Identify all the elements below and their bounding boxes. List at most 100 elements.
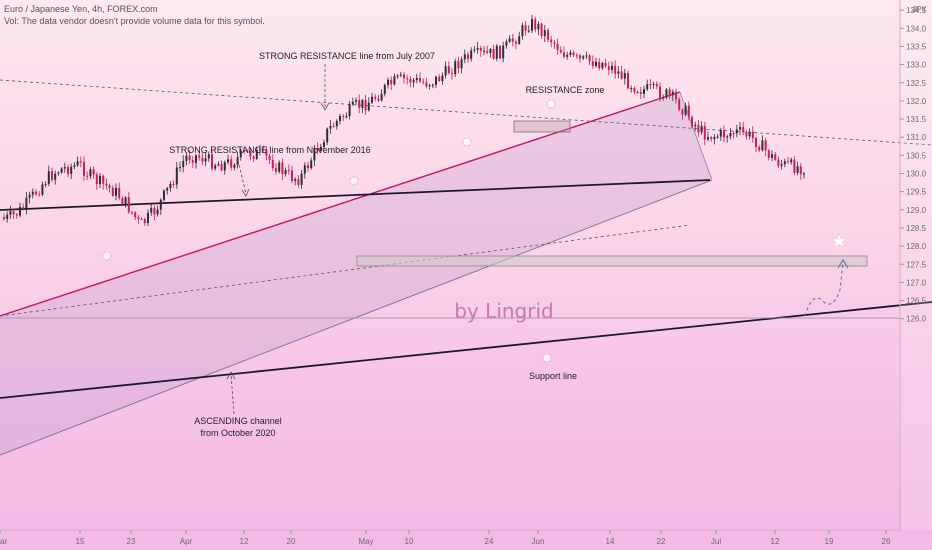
candle-body bbox=[764, 140, 767, 151]
time-tick-label: 12 bbox=[240, 537, 249, 546]
candle-body bbox=[412, 80, 415, 83]
candle-body bbox=[377, 98, 380, 101]
candle-body bbox=[499, 45, 501, 59]
candle-body bbox=[342, 116, 345, 118]
candle-body bbox=[550, 39, 553, 43]
time-tick-label: 26 bbox=[882, 537, 891, 546]
candle-body bbox=[476, 47, 479, 50]
chart-legend: Euro / Japanese Yen, 4h, FOREX.com Vol: … bbox=[4, 3, 265, 27]
time-tick-label: Apr bbox=[180, 537, 193, 546]
candle-body bbox=[252, 156, 255, 159]
candle-body bbox=[246, 150, 249, 152]
candle-body bbox=[63, 167, 66, 169]
candle-body bbox=[239, 150, 242, 158]
price-tick-label: 129.5 bbox=[906, 188, 927, 197]
time-tick-label: 24 bbox=[485, 537, 494, 546]
candle-body bbox=[662, 97, 665, 99]
candle-body bbox=[83, 161, 85, 176]
channel-upper-line bbox=[0, 91, 681, 317]
candle-body bbox=[473, 49, 476, 51]
annotation-resistance-zone: RESISTANCE zone bbox=[526, 85, 605, 95]
price-tick-label: 131.5 bbox=[906, 115, 927, 124]
candle-body bbox=[479, 47, 482, 52]
candle-body bbox=[588, 55, 591, 62]
candle-body bbox=[355, 100, 357, 102]
candle-body bbox=[617, 71, 620, 74]
candle-body bbox=[275, 168, 277, 172]
candle-body bbox=[582, 56, 585, 59]
candle-body bbox=[755, 138, 757, 148]
candle-body bbox=[102, 175, 105, 184]
candle-body bbox=[569, 52, 572, 55]
candle-body bbox=[278, 162, 281, 172]
candle-body bbox=[611, 65, 613, 70]
candle-body bbox=[303, 165, 306, 174]
candle-body bbox=[601, 62, 604, 69]
candle-body bbox=[380, 93, 383, 101]
candle-body bbox=[195, 155, 197, 163]
candle-body bbox=[556, 43, 559, 51]
time-tick-label: 22 bbox=[657, 537, 666, 546]
candle-body bbox=[745, 132, 748, 137]
time-tick-label: Jul bbox=[711, 537, 721, 546]
candle-body bbox=[131, 212, 133, 214]
annotation-resistance-2016: STRONG RESISTANCE line from November 201… bbox=[169, 145, 370, 155]
candle-body bbox=[723, 130, 725, 138]
candle-body bbox=[262, 149, 265, 151]
candle-body bbox=[406, 78, 409, 80]
candle-body bbox=[211, 154, 213, 169]
candle-body bbox=[118, 187, 121, 198]
candle-body bbox=[694, 124, 697, 127]
candle-body bbox=[531, 19, 533, 31]
target-star-icon bbox=[831, 233, 847, 248]
candle-body bbox=[220, 164, 223, 171]
candle-body bbox=[255, 149, 258, 159]
candle-body bbox=[243, 150, 245, 152]
candle-body bbox=[294, 179, 297, 181]
candle-body bbox=[623, 73, 626, 79]
candle-body bbox=[287, 170, 290, 172]
candle-body bbox=[780, 164, 783, 166]
candle-body bbox=[236, 157, 239, 165]
candle-body bbox=[505, 41, 508, 46]
ascending-channel-fill bbox=[0, 92, 712, 455]
candle-body bbox=[361, 100, 364, 108]
candle-body bbox=[710, 137, 713, 140]
candle-body bbox=[51, 171, 53, 180]
candle-body bbox=[422, 81, 425, 83]
candle-body bbox=[793, 159, 796, 173]
candle-body bbox=[643, 89, 645, 94]
candle-body bbox=[559, 50, 562, 53]
price-tick-label: 126.0 bbox=[906, 315, 927, 324]
candle-body bbox=[700, 126, 703, 133]
candle-body bbox=[777, 159, 780, 166]
price-tick-label: 132.0 bbox=[906, 97, 927, 106]
candle-body bbox=[371, 96, 373, 103]
arrowhead-2016 bbox=[241, 188, 250, 197]
candle-body bbox=[15, 214, 18, 216]
candle-body bbox=[649, 84, 652, 86]
candle-body bbox=[790, 159, 793, 163]
candle-body bbox=[575, 55, 578, 57]
candle-body bbox=[553, 42, 556, 44]
candle-body bbox=[463, 54, 466, 60]
candle-body bbox=[595, 61, 597, 67]
candle-body bbox=[54, 173, 57, 180]
time-tick-label: May bbox=[358, 537, 373, 546]
candle-body bbox=[47, 171, 50, 185]
candle-body bbox=[223, 162, 226, 171]
candle-body bbox=[6, 214, 9, 220]
candle-body bbox=[57, 172, 60, 174]
symbol-title[interactable]: Euro / Japanese Yen, 4h, FOREX.com bbox=[4, 4, 158, 14]
annotations-layer: STRONG RESISTANCE line from July 2007 STR… bbox=[102, 51, 847, 438]
candle-body bbox=[307, 165, 309, 169]
candle-body bbox=[774, 154, 777, 160]
time-tick-label: 12 bbox=[771, 537, 780, 546]
candle-body bbox=[227, 159, 229, 163]
candle-body bbox=[655, 83, 658, 87]
time-tick-label: ar bbox=[0, 537, 7, 546]
candle-body bbox=[748, 131, 751, 137]
candle-body bbox=[703, 126, 706, 140]
